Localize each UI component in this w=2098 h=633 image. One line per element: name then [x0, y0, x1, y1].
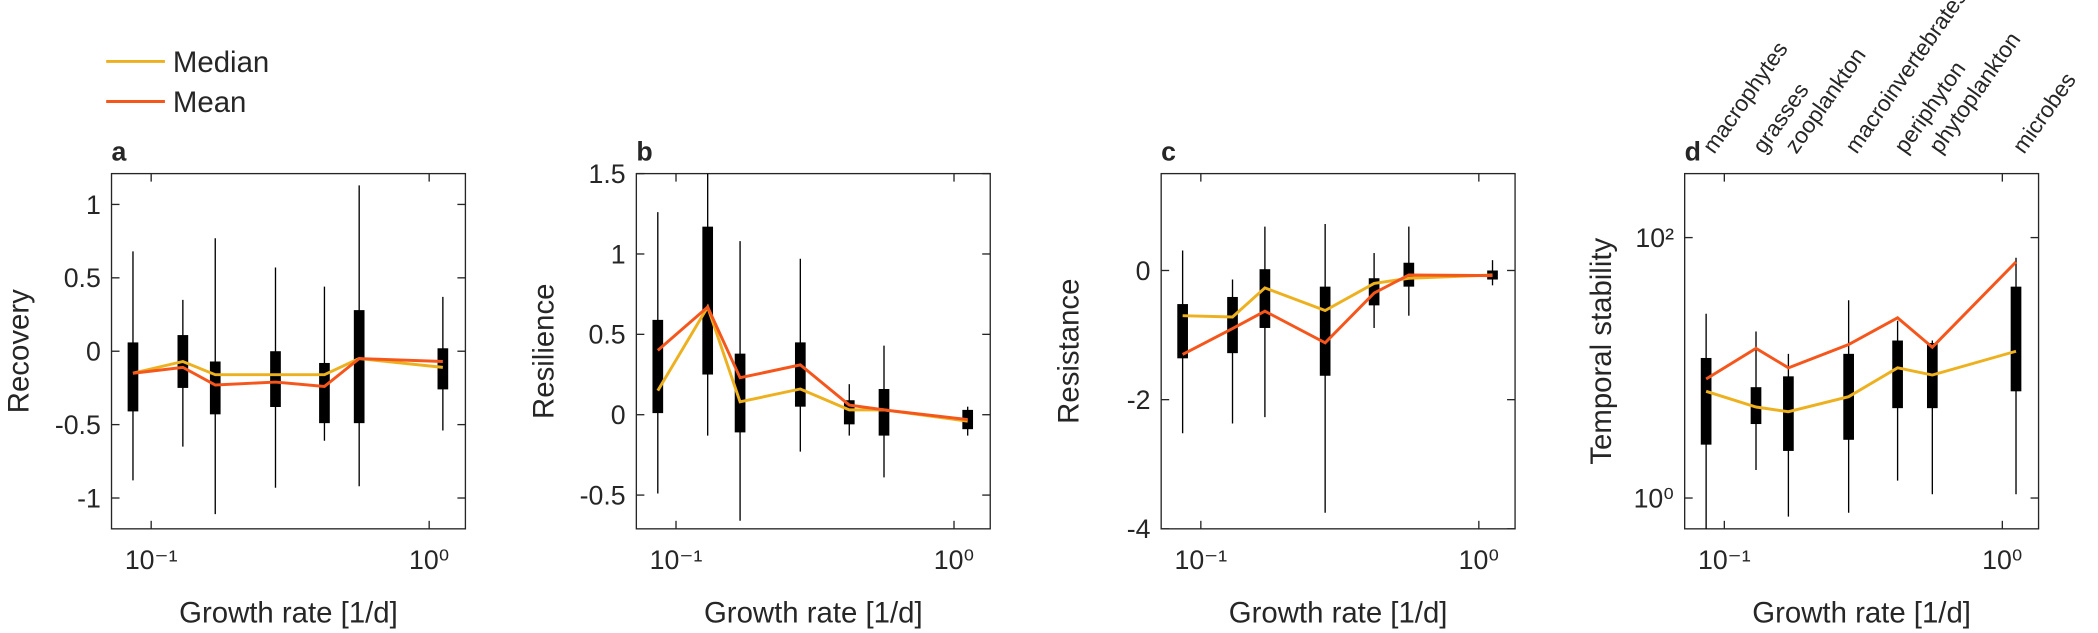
panel-label: d	[1685, 136, 1701, 166]
series-line	[132, 357, 443, 388]
x-tick-label: 10⁰	[409, 545, 449, 575]
panel-label: a	[112, 136, 128, 166]
x-tick-label: 10⁻¹	[1698, 545, 1751, 575]
box	[1892, 340, 1903, 409]
box	[1227, 296, 1238, 354]
panel-label: b	[636, 136, 652, 166]
box	[1259, 269, 1271, 328]
box	[209, 361, 221, 415]
y-tick-label: -0.5	[580, 480, 626, 510]
y-tick-label: 10⁰	[1634, 483, 1674, 513]
series-line	[1181, 273, 1493, 356]
y-tick-label: -2	[1127, 385, 1151, 415]
box	[127, 342, 139, 412]
y-tick-label: 1.5	[589, 159, 626, 189]
x-axis-label: Growth rate [1/d]	[704, 596, 923, 629]
category-label: microbes	[2007, 67, 2081, 157]
x-tick-label: 10⁻¹	[650, 545, 703, 575]
series-line	[1705, 349, 2017, 414]
x-tick-label: 10⁻¹	[1175, 545, 1228, 575]
y-tick-label: 0	[1136, 256, 1151, 286]
y-tick-label: 0.5	[589, 320, 626, 350]
y-tick-label: 0	[611, 400, 626, 430]
box	[702, 226, 714, 375]
series-line	[656, 304, 968, 421]
plot-frame	[635, 172, 991, 530]
x-axis-label: Growth rate [1/d]	[1229, 596, 1448, 629]
y-axis-label: Resilience	[528, 283, 561, 418]
plot-frame	[1160, 172, 1516, 530]
box	[734, 353, 746, 433]
y-tick-label: -1	[77, 483, 101, 513]
x-tick-label: 10⁰	[1459, 545, 1499, 575]
series-line	[1705, 260, 2018, 381]
y-tick-label: 10²	[1635, 223, 1674, 253]
box	[270, 351, 281, 408]
y-axis-label: Resistance	[1052, 279, 1085, 424]
box	[1783, 376, 1794, 451]
plot-frame	[1684, 172, 2040, 530]
y-tick-label: -0.5	[55, 410, 101, 440]
legend-label: Median	[173, 46, 269, 79]
box	[794, 342, 806, 407]
x-tick-label: 10⁻¹	[125, 545, 178, 575]
legend-label: Mean	[173, 86, 246, 119]
box	[878, 388, 890, 436]
x-axis-label: Growth rate [1/d]	[179, 596, 398, 629]
box	[353, 310, 365, 424]
x-tick-label: 10⁰	[934, 545, 974, 575]
y-tick-label: 1	[86, 190, 101, 220]
panel-label: c	[1161, 136, 1176, 166]
series-line	[1182, 273, 1493, 319]
box	[1319, 286, 1331, 376]
box	[437, 348, 449, 390]
y-axis-label: Recovery	[3, 289, 36, 413]
x-tick-label: 10⁰	[1982, 545, 2022, 575]
y-tick-label: 1	[611, 239, 626, 269]
box	[843, 400, 855, 425]
box	[1177, 304, 1188, 359]
x-axis-label: Growth rate [1/d]	[1752, 596, 1971, 629]
y-tick-label: 0.5	[64, 263, 101, 293]
y-tick-label: -4	[1127, 514, 1151, 544]
box	[1700, 357, 1712, 445]
box	[319, 362, 330, 424]
plot-frame	[110, 172, 467, 530]
y-axis-label: Temporal stability	[1585, 238, 1618, 465]
box	[2010, 286, 2022, 392]
y-tick-label: 0	[86, 337, 101, 367]
box	[652, 319, 664, 414]
